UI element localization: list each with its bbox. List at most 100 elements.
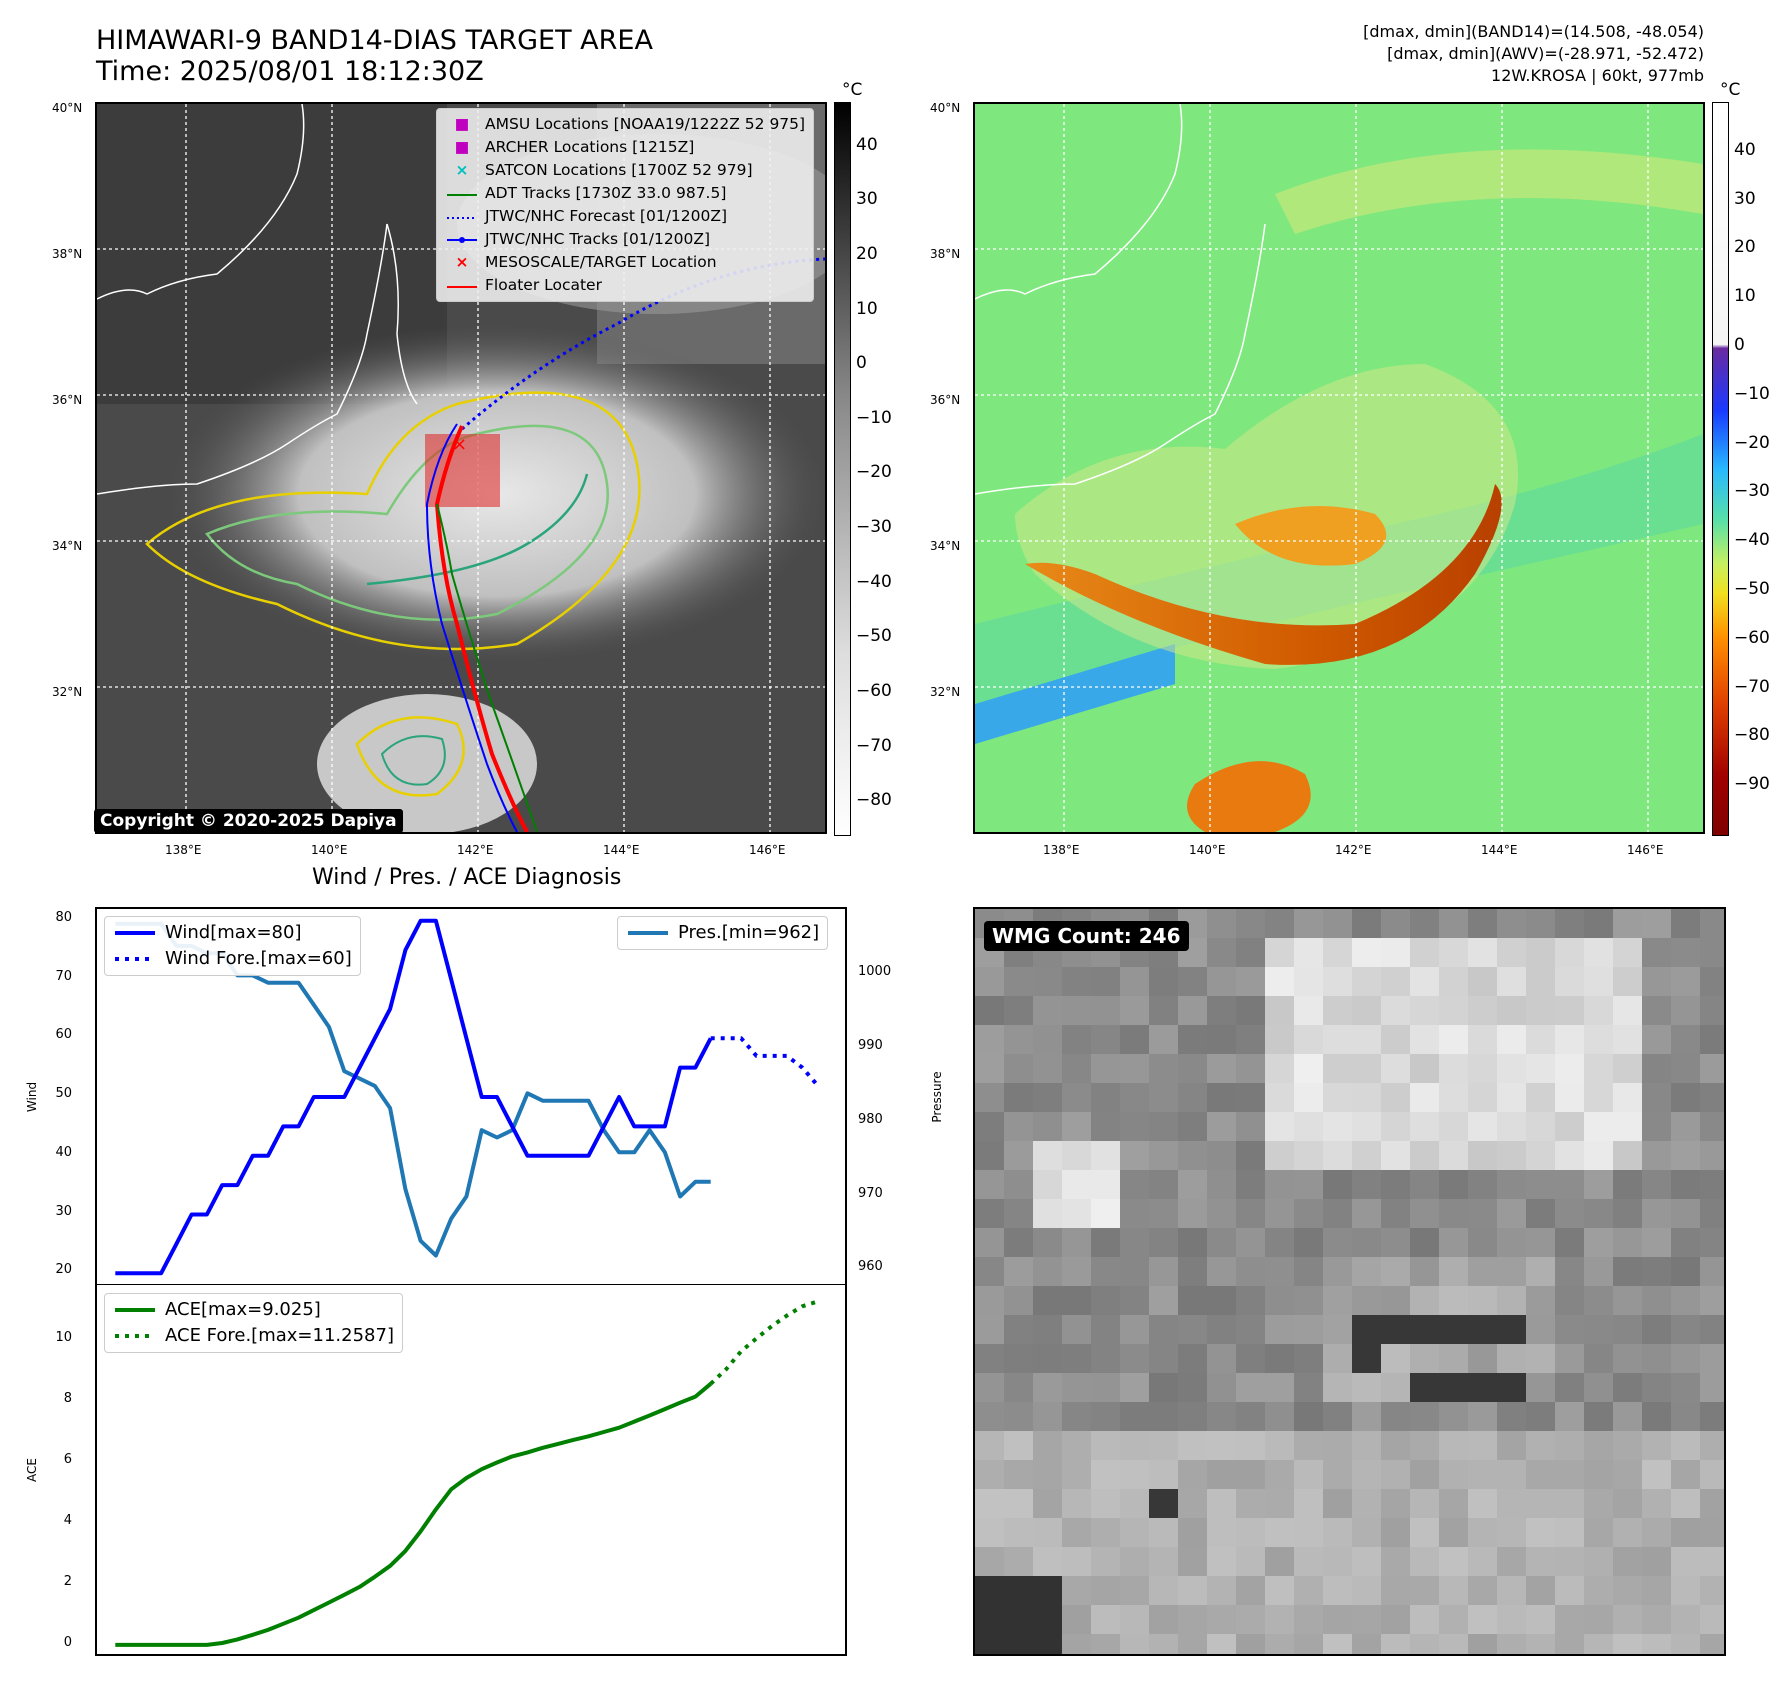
lat-tick: 40°N	[930, 101, 961, 115]
pressure-y-tick: 980	[858, 1111, 883, 1127]
legend-item-archer: ■ ARCHER Locations [1215Z]	[445, 136, 805, 159]
lat-tick: 34°N	[52, 539, 83, 553]
ace-y-tick: 4	[63, 1512, 72, 1528]
wv-map-panel	[973, 102, 1705, 834]
line-icon	[445, 274, 479, 297]
wv-map-image	[975, 104, 1703, 832]
solid-line-icon	[115, 931, 155, 935]
ace-y-tick: 0	[63, 1634, 72, 1650]
wind-y-tick: 70	[55, 968, 72, 984]
legend-item-adt: ADT Tracks [1730Z 33.0 987.5]	[445, 182, 805, 205]
colorbar-tick: 10	[856, 298, 878, 319]
colorbar-tick: 20	[856, 243, 878, 264]
cross-marker-icon: ×	[455, 253, 469, 271]
colorbar-tick: 40	[1734, 139, 1756, 160]
lat-tick: 38°N	[52, 247, 83, 261]
colorbar-tick: −90	[1734, 774, 1770, 795]
lon-tick: 140°E	[311, 843, 348, 857]
colorbar-tick: −20	[856, 462, 892, 483]
ace-y-tick: 2	[63, 1573, 72, 1589]
wind-y-tick: 30	[55, 1203, 72, 1219]
lon-tick: 140°E	[1189, 843, 1226, 857]
pressure-y-tick: 990	[858, 1038, 883, 1054]
legend-item-pressure: Pres.[min=962]	[626, 920, 819, 946]
wind-y-tick: 40	[55, 1144, 72, 1160]
ace-chart	[95, 1284, 847, 1656]
pressure-legend: Pres.[min=962]	[617, 916, 829, 950]
lon-tick: 144°E	[603, 843, 640, 857]
line-icon	[445, 182, 479, 205]
lat-tick: 34°N	[930, 539, 961, 553]
square-marker-icon: ■	[454, 115, 470, 133]
colorbar-tick: −50	[1734, 579, 1770, 599]
storm-info: 12W.KROSA | 60kt, 977mb	[1491, 66, 1704, 85]
lon-tick: 138°E	[165, 843, 202, 857]
solid-line-icon	[115, 1308, 155, 1312]
wv-colorbar	[1712, 102, 1729, 836]
colorbar-tick: 30	[856, 189, 878, 210]
colorbar-tick: −40	[856, 571, 892, 592]
lat-tick: 36°N	[930, 393, 961, 407]
colorbar-tick: 40	[856, 134, 878, 155]
lon-tick: 138°E	[1043, 843, 1080, 857]
wind-y-tick: 50	[55, 1086, 72, 1101]
solid-line-icon	[628, 931, 668, 935]
lat-tick: 36°N	[52, 393, 83, 407]
ace-y-tick: 8	[63, 1390, 72, 1406]
dotted-line-icon	[115, 1334, 155, 1338]
lon-tick: 142°E	[1335, 843, 1372, 857]
colorbar-tick: −30	[1734, 481, 1770, 502]
colorbar-tick: 0	[856, 353, 867, 374]
cross-marker-icon: ×	[455, 161, 469, 179]
lon-tick: 146°E	[749, 843, 786, 857]
colorbar-tick: 10	[1734, 286, 1756, 307]
wind-series-line	[115, 918, 713, 1276]
pressure-y-tick: 1000	[858, 964, 892, 980]
legend-item-wind-forecast: Wind Fore.[max=60]	[113, 946, 352, 972]
legend-item-floater: Floater Locater	[445, 274, 805, 297]
colorbar-tick: −60	[1734, 627, 1770, 648]
wind-y-tick: 20	[55, 1262, 72, 1278]
colorbar-unit: °C	[842, 80, 863, 100]
dotted-line-icon	[115, 957, 155, 961]
ace-axis-label: ACE	[25, 1458, 39, 1482]
wmg-count-badge: WMG Count: 246	[984, 921, 1189, 951]
colorbar-tick: −80	[1734, 725, 1770, 746]
colorbar-tick: −80	[856, 790, 892, 811]
colorbar-unit: °C	[1720, 80, 1741, 100]
colorbar-tick: 30	[1734, 188, 1756, 209]
legend-item-ace: ACE[max=9.025]	[113, 1297, 394, 1323]
wind-y-tick: 60	[55, 1027, 72, 1043]
ace-plot	[115, 1299, 819, 1647]
legend-item-satcon: × SATCON Locations [1700Z 52 979]	[445, 159, 805, 182]
wmg-image	[975, 909, 1724, 1654]
lon-tick: 144°E	[1481, 843, 1518, 857]
legend-item-tracks: JTWC/NHC Tracks [01/1200Z]	[445, 228, 805, 251]
colorbar-tick: −70	[1734, 676, 1770, 697]
ace-y-tick: 6	[63, 1451, 72, 1467]
lat-tick: 40°N	[52, 101, 83, 115]
dmax-band14-info: [dmax, dmin](BAND14)=(14.508, -48.054)	[1363, 22, 1704, 41]
ace-y-tick: 10	[55, 1329, 72, 1345]
colorbar-tick: 0	[1734, 335, 1745, 355]
lat-tick: 32°N	[52, 685, 83, 699]
wind-forecast-series-line	[710, 1036, 820, 1087]
lat-tick: 32°N	[930, 685, 961, 699]
legend-item-wind: Wind[max=80]	[113, 920, 352, 946]
colorbar-tick: −60	[856, 680, 892, 701]
ace-series-line	[115, 1382, 712, 1647]
page-title: HIMAWARI-9 BAND14-DIAS TARGET AREA	[96, 25, 653, 56]
wind-y-tick: 80	[55, 909, 72, 925]
wind-axis-label: Wind	[25, 1081, 39, 1113]
colorbar-tick: 20	[1734, 237, 1756, 258]
dotted-line-icon	[445, 205, 479, 228]
wmg-panel	[973, 907, 1726, 1656]
legend-item-forecast: JTWC/NHC Forecast [01/1200Z]	[445, 205, 805, 228]
lon-tick: 142°E	[457, 843, 494, 857]
ir-colorbar	[834, 102, 851, 836]
wind-legend: Wind[max=80] Wind Fore.[max=60]	[104, 916, 361, 976]
legend-item-target: × MESOSCALE/TARGET Location	[445, 251, 805, 274]
map-legend: ■ AMSU Locations [NOAA19/1222Z 52 975] ■ A…	[436, 108, 815, 302]
pressure-y-tick: 960	[858, 1259, 883, 1275]
pressure-y-tick: 970	[858, 1185, 883, 1201]
